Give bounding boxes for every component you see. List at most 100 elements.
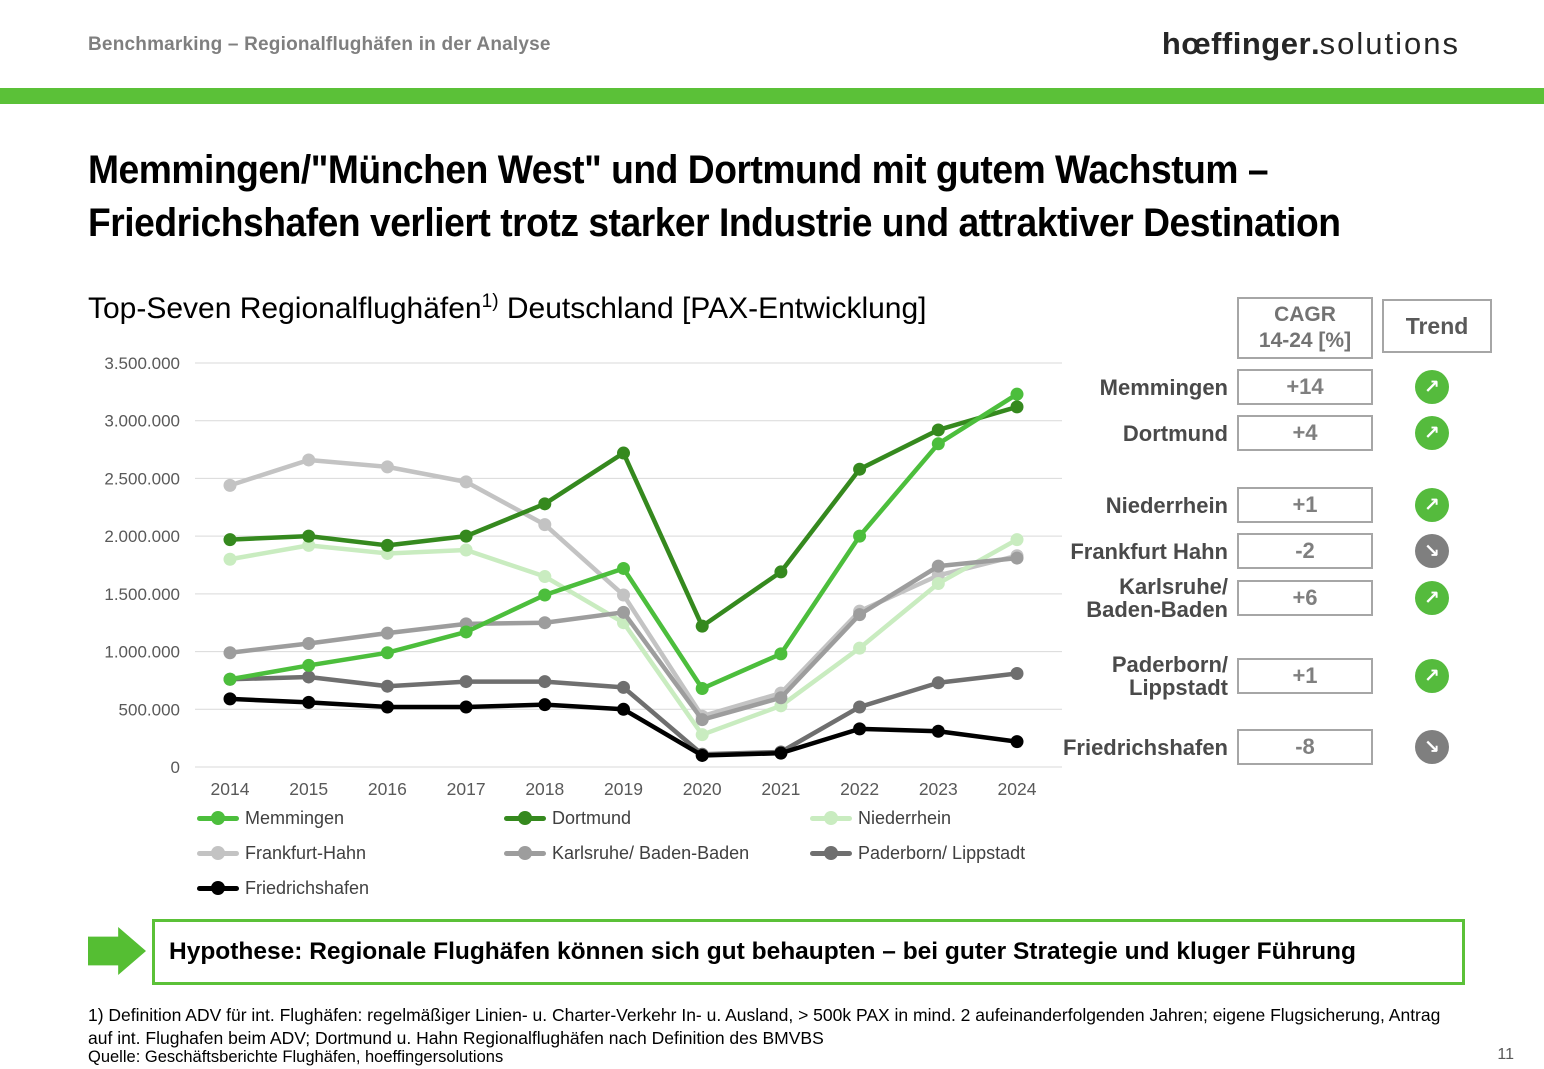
series-point-Dortmund-2016 [380,538,394,552]
legend-marker-icon [504,846,546,860]
series-point-Frankfurt-Hahn-2016 [380,460,394,474]
series-point-Karlsruhe/ Baden-Baden-2022 [853,608,867,622]
series-point-Dortmund-2020 [695,619,709,633]
series-point-Paderborn/ Lippstadt-2018 [538,675,552,689]
series-point-Friedrichshafen-2017 [459,700,473,714]
cagr-header-line2: 14-24 [%] [1258,329,1352,352]
legend-item-Frankfurt-Hahn: Frankfurt-Hahn [197,842,366,864]
legend-item-Karlsruhe/ Baden-Baden: Karlsruhe/ Baden-Baden [504,842,749,864]
y-axis-tick-label: 500.000 [119,700,180,719]
legend-dot-icon [211,881,225,895]
series-point-Frankfurt-Hahn-2014 [223,478,237,492]
x-axis-tick-label: 2021 [761,779,800,799]
legend-marker-icon [197,846,239,860]
x-axis-tick-label: 2017 [447,779,486,799]
trend-down-arrow-icon: ↘ [1415,534,1449,568]
legend-marker-icon [810,846,852,860]
series-point-Frankfurt-Hahn-2018 [538,518,552,532]
cagr-value-box: +1 [1237,487,1373,523]
footnote: 1) Definition ADV für int. Flughäfen: re… [88,1005,1441,1048]
airport-label: Dortmund [1122,420,1228,446]
chart-heading-suffix: Deutschland [PAX-Entwicklung] [498,292,927,325]
series-point-Memmingen-2018 [538,588,552,602]
legend-dot-icon [518,811,532,825]
series-point-Friedrichshafen-2021 [774,746,788,760]
x-axis-tick-label: 2024 [998,779,1037,799]
cagr-header-text: CAGR 14-24 [%] [1259,302,1351,355]
series-point-Friedrichshafen-2016 [380,700,394,714]
legend-dot-icon [824,811,838,825]
cagr-value-box: +6 [1237,580,1373,616]
series-point-Niederrhein-2024 [1010,533,1024,547]
series-point-Memmingen-2024 [1010,387,1024,401]
series-point-Dortmund-2023 [931,423,945,437]
series-point-Niederrhein-2020 [695,728,709,742]
hypothesis-box: Hypothese: Regionale Flughäfen können si… [152,919,1465,985]
series-point-Memmingen-2017 [459,625,473,639]
series-point-Dortmund-2014 [223,533,237,547]
series-point-Karlsruhe/ Baden-Baden-2014 [223,646,237,660]
cagr-value-box: +4 [1237,415,1373,451]
series-point-Paderborn/ Lippstadt-2023 [931,676,945,690]
series-point-Paderborn/ Lippstadt-2019 [617,680,630,694]
legend-dot-icon [211,846,225,860]
trend-down-arrow-icon: ↘ [1415,730,1449,764]
page-title-line1: Memmingen/"München West" und Dortmund mi… [88,148,1269,192]
series-point-Friedrichshafen-2014 [223,692,237,706]
series-point-Niederrhein-2017 [459,543,473,557]
x-axis-tick-label: 2018 [525,779,564,799]
series-point-Karlsruhe/ Baden-Baden-2024 [1010,551,1024,565]
series-point-Memmingen-2014 [223,672,237,686]
series-point-Memmingen-2015 [302,658,316,672]
series-point-Niederrhein-2023 [931,576,945,590]
series-point-Niederrhein-2022 [853,641,867,655]
x-axis-tick-label: 2015 [289,779,328,799]
cagr-header-line1: CAGR [1274,302,1336,326]
series-point-Karlsruhe/ Baden-Baden-2015 [302,636,316,650]
cagr-value-box: +14 [1237,369,1373,405]
legend-dot-icon [824,846,838,860]
series-point-Memmingen-2021 [774,647,788,661]
legend-dot-icon [211,811,225,825]
x-axis-tick-label: 2014 [211,779,250,799]
x-axis-tick-label: 2016 [368,779,407,799]
legend-marker-icon [197,811,239,825]
legend-label: Paderborn/ Lippstadt [858,842,1026,863]
series-point-Frankfurt-Hahn-2017 [459,475,473,489]
series-point-Dortmund-2019 [617,446,630,460]
legend-label: Memmingen [245,807,345,828]
legend-dot-icon [518,846,532,860]
x-axis-tick-label: 2019 [604,779,643,799]
series-point-Dortmund-2021 [774,565,788,579]
legend-item-Dortmund: Dortmund [504,807,631,829]
x-axis-tick-label: 2022 [840,779,879,799]
series-point-Friedrichshafen-2019 [617,702,630,716]
series-point-Niederrhein-2014 [223,552,237,566]
x-axis-tick-label: 2020 [683,779,722,799]
pax-line-chart: 0 500.000 1.000.000 1.500.000 2.000.000 2.500… [104,354,1062,799]
chart-heading-text: Top-Seven Regionalflughäfen [88,292,482,325]
series-point-Memmingen-2019 [617,561,630,575]
series-point-Friedrichshafen-2024 [1010,735,1024,749]
series-point-Friedrichshafen-2022 [853,722,867,736]
page-title: Memmingen/"München West" und Dortmund mi… [88,144,1539,250]
trend-up-arrow-icon: ↗ [1415,488,1449,522]
cagr-column-header: CAGR 14-24 [%] [1237,297,1373,359]
series-point-Friedrichshafen-2015 [302,695,316,709]
y-axis-tick-label: 0 [171,758,180,777]
company-logo: hœffinger.solutions [1162,26,1460,62]
series-point-Dortmund-2015 [302,529,316,543]
series-point-Karlsruhe/ Baden-Baden-2016 [380,626,394,640]
airport-label: Karlsruhe/Baden-Baden [1086,574,1228,622]
y-axis-tick-label: 1.500.000 [104,585,180,604]
airport-label: Friedrichshafen [1062,734,1228,760]
series-point-Friedrichshafen-2023 [931,724,945,738]
series-point-Frankfurt-Hahn-2019 [617,588,630,602]
series-point-Friedrichshafen-2020 [695,748,709,762]
series-point-Memmingen-2016 [380,646,394,660]
chart-heading: Top-Seven Regionalflughäfen1) Deutschlan… [88,291,927,326]
series-point-Dortmund-2017 [459,529,473,543]
legend-item-Memmingen: Memmingen [197,807,344,829]
airport-label: Memmingen [1099,374,1228,400]
